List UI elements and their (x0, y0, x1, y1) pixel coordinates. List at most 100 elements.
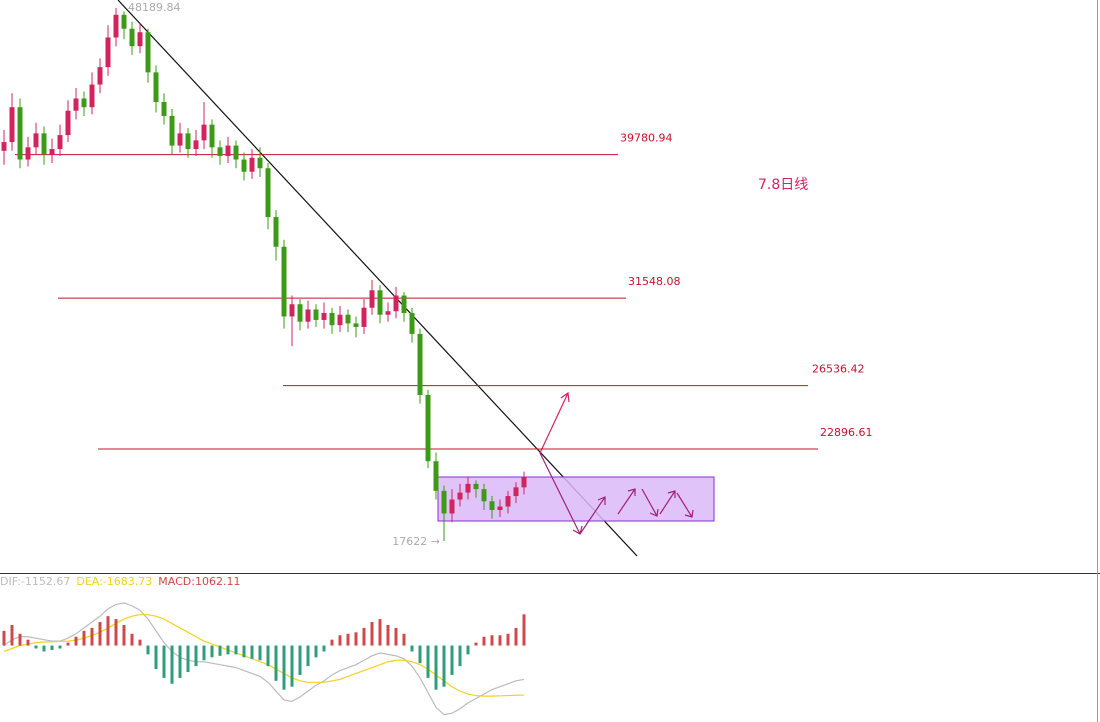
macd-line (3, 614, 525, 697)
candle-body (241, 159, 247, 172)
candle-body (265, 168, 271, 218)
candle-body (321, 312, 327, 320)
macd-bar (418, 645, 422, 664)
candle-body (185, 133, 191, 150)
candle-body (417, 333, 423, 395)
candle-body (97, 67, 103, 85)
macd-bar (242, 645, 246, 658)
candle-body (105, 37, 111, 68)
candle-body (425, 394, 431, 462)
macd-bar (458, 645, 462, 667)
macd-bar (2, 630, 6, 646)
candle-body (137, 32, 143, 47)
annotation: 7.8日线 (758, 177, 808, 193)
candle-body (385, 311, 391, 315)
macd-bar (514, 627, 518, 646)
candle-body (89, 84, 95, 108)
candle-body (329, 312, 335, 326)
level-label: 26536.42 (812, 363, 865, 376)
candle-body (193, 140, 199, 150)
candle-body (465, 483, 471, 493)
macd-bar (410, 645, 414, 652)
candle-body (377, 290, 383, 315)
macd-bar (362, 627, 366, 646)
macd-bar (450, 645, 454, 675)
macd-bar (138, 639, 142, 646)
candle-body (369, 290, 375, 308)
candle-body (217, 147, 223, 157)
candle-body (433, 461, 439, 491)
candle-body (65, 110, 71, 136)
macd-bar (162, 645, 166, 678)
candle-body (57, 135, 63, 150)
macd-bar (114, 619, 118, 646)
candle-body (249, 157, 255, 172)
macd-bar (170, 645, 174, 684)
macd-bar (338, 635, 342, 646)
peak-label: 48189.84 (128, 1, 181, 14)
macd-bar (490, 635, 494, 646)
candle-body (225, 145, 231, 157)
candle-body (49, 149, 55, 155)
candle-body (81, 98, 87, 108)
candle-body (409, 312, 415, 334)
candle-body (233, 145, 239, 160)
macd-bar (290, 645, 294, 687)
candle-body (17, 107, 23, 160)
legend-entry: DEA:-1683.73 (76, 575, 152, 588)
candle-body (161, 101, 167, 116)
macd-bar (186, 645, 190, 673)
macd-bar (442, 645, 446, 687)
candle-body (505, 496, 511, 507)
macd-bar (130, 633, 134, 646)
macd-bar (274, 645, 278, 681)
candle-body (145, 32, 151, 73)
arrows (539, 391, 694, 535)
macd-bar (250, 645, 254, 659)
macd-bar (298, 645, 302, 675)
candle-body (73, 98, 79, 111)
macd-bar (346, 633, 350, 646)
macd-bar (82, 630, 86, 646)
macd-bar (258, 645, 262, 661)
candle-body (497, 506, 503, 511)
candle-body (121, 14, 127, 29)
macd-bar (42, 645, 46, 652)
candle-body (513, 487, 519, 497)
macd-line (3, 602, 525, 716)
macd-bar (226, 645, 230, 655)
candle-body (113, 14, 119, 38)
macd-bar (322, 645, 326, 652)
macd-bar (522, 614, 526, 646)
macd-bar (10, 624, 14, 646)
macd-bar (194, 645, 198, 667)
macd-bar (266, 645, 270, 667)
macd-bar (234, 645, 238, 655)
candle-body (281, 246, 287, 317)
legend-entry: MACD:1062.11 (158, 575, 240, 588)
candle-body (209, 124, 215, 148)
macd-bar (154, 645, 158, 670)
macd-bar (370, 622, 374, 646)
macd-bar (394, 627, 398, 646)
macd-bar (378, 619, 382, 646)
candle-body (393, 295, 399, 312)
macd-bar (106, 616, 110, 646)
candle-body (129, 28, 135, 47)
macd-bar (354, 632, 358, 646)
candle-body (169, 115, 175, 146)
macd-bar (18, 633, 22, 646)
macd-bar (474, 642, 478, 646)
candle-body (481, 489, 487, 502)
candle-body (297, 304, 303, 322)
macd-bar (314, 645, 318, 658)
candle-body (313, 309, 319, 320)
macd-bar (90, 627, 94, 646)
candle-body (289, 304, 295, 317)
candle-body (41, 133, 47, 155)
macd-bar (506, 633, 510, 646)
candle-body (361, 307, 367, 327)
candle-body (9, 107, 15, 143)
